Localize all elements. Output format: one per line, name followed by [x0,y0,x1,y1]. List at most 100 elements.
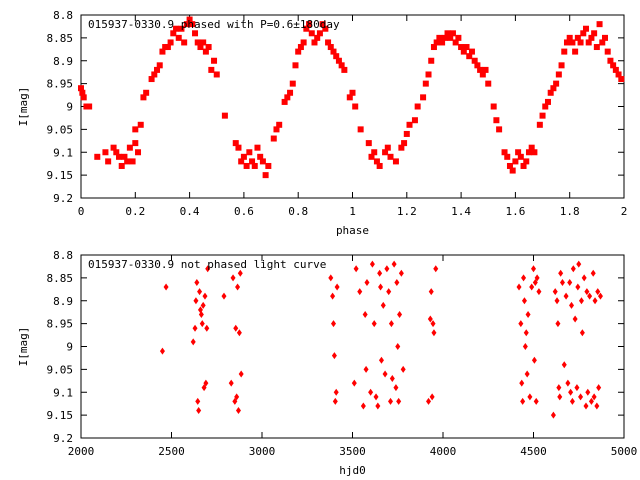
panel-1-y-tick-label: 9.2 [53,192,73,205]
panel-2-data-point [190,338,196,346]
panel-1-data-point [449,30,456,37]
panel-2-data-point [576,260,582,268]
panel-1-data-point [596,21,603,28]
panel-1-data-point [197,44,204,51]
panel-2-data-point [596,384,602,392]
panel-2-data-point [238,370,244,378]
panel-1-data-point [183,21,190,28]
panel-1-data-point [265,162,272,169]
panel-2-data-point [328,274,334,282]
panel-1-data-point [297,44,304,51]
panel-2-data-point [368,388,374,396]
panel-1-y-tick-label: 8.9 [53,55,73,68]
panel-1-data-point [303,25,310,32]
panel-1-data-point [371,149,378,156]
panel-1-data-point [311,39,318,46]
panel-1-data-point [159,48,166,55]
panel-2-data-point [377,269,383,277]
panel-1-data-point [167,39,174,46]
panel-1-data-point [392,158,399,165]
panel-2-data-point [529,283,535,291]
panel-2-data-point [237,269,243,277]
panel-2-data-point [235,407,241,415]
panel-1-x-tick-label: 1 [349,205,356,218]
panel-2-data-point [388,320,394,328]
panel-2-data-point [594,402,600,410]
panel-2-data-point [588,397,594,405]
panel-1-data-point [471,57,478,64]
panel-1-data-point [561,48,568,55]
panel-1-x-tick-label: 0.6 [234,205,254,218]
panel-2-data-point [584,288,590,296]
panel-1-data-point [254,144,261,151]
panel-2-data-point [202,292,208,300]
panel-1-data-point [574,34,581,41]
panel-2-data-point [521,297,527,305]
panel-1-data-point [523,158,530,165]
panel-1-data-point [414,103,421,110]
panel-1-data-point [273,126,280,133]
panel-2-data-point [531,356,537,364]
panel-1-data-point [496,126,503,133]
panel-2-data-point [396,397,402,405]
panel-2-data-point [569,301,575,309]
panel-1-data-point [376,162,383,169]
panel-1-data-point [411,117,418,124]
panel-2-data-point [351,379,357,387]
panel-1-data-point [249,158,256,165]
panel-1-data-point [295,48,302,55]
panel-1-data-point [618,76,625,83]
panel-2-data-point [570,265,576,273]
panel-2-data-point [200,301,206,309]
panel-1-data-point [593,44,600,51]
panel-1-data-point [612,66,619,73]
panel-1-data-point [292,62,299,69]
panel-2-data-point [592,297,598,305]
panel-2-y-tick-label: 8.8 [53,249,73,262]
panel-1-data-point [430,44,437,51]
panel-2-data-point [591,393,597,401]
panel-1-y-tick-label: 9.15 [47,169,74,182]
panel-1-x-tick-label: 0.8 [288,205,308,218]
panel-1-data-point [582,25,589,32]
panel-2-data-point [567,278,573,286]
panel-2-data-point [330,292,336,300]
panel-1-data-point [338,62,345,69]
panel-1-data-point [330,48,337,55]
panel-1-data-point [485,80,492,87]
panel-1-data-point [211,57,218,64]
panel-1-data-point [308,30,315,37]
panel-1-data-point [512,158,519,165]
panel-2-data-point [534,274,540,282]
panel-1-data-point [276,121,283,128]
panel-1-data-point [124,158,131,165]
panel-1-data-point [186,16,193,23]
panel-1-x-tick-label: 1.8 [560,205,580,218]
panel-1-y-axis-label: I[mag] [17,87,30,127]
panel-1-data-point [463,44,470,51]
panel-2-data-point [197,288,203,296]
panel-2-data-point [221,292,227,300]
panel-1-data-point [520,162,527,169]
panel-2-data-point [330,320,336,328]
panel-1-data-point [373,158,380,165]
panel-2-data-point [574,384,580,392]
panel-1-data-point [610,62,617,69]
panel-1-data-point [240,153,247,160]
panel-2-y-tick-label: 8.95 [47,318,74,331]
panel-1-data-point [509,167,516,174]
panel-1-data-point [306,21,313,28]
panel-1-x-tick-label: 1.4 [451,205,471,218]
panel-2-data-point [578,297,584,305]
panel-2-x-tick-label: 2500 [158,445,185,458]
panel-2-data-point [524,370,530,378]
panel-2-data-point [395,343,401,350]
panel-1-y-tick-label: 8.85 [47,32,74,45]
panel-2-x-tick-label: 5000 [611,445,638,458]
panel-2-data-point [559,278,565,286]
panel-1-data-point [126,144,133,151]
panel-1-data-point [173,25,180,32]
panel-2-data-point [516,283,522,291]
panel-2-data-point [427,315,433,323]
